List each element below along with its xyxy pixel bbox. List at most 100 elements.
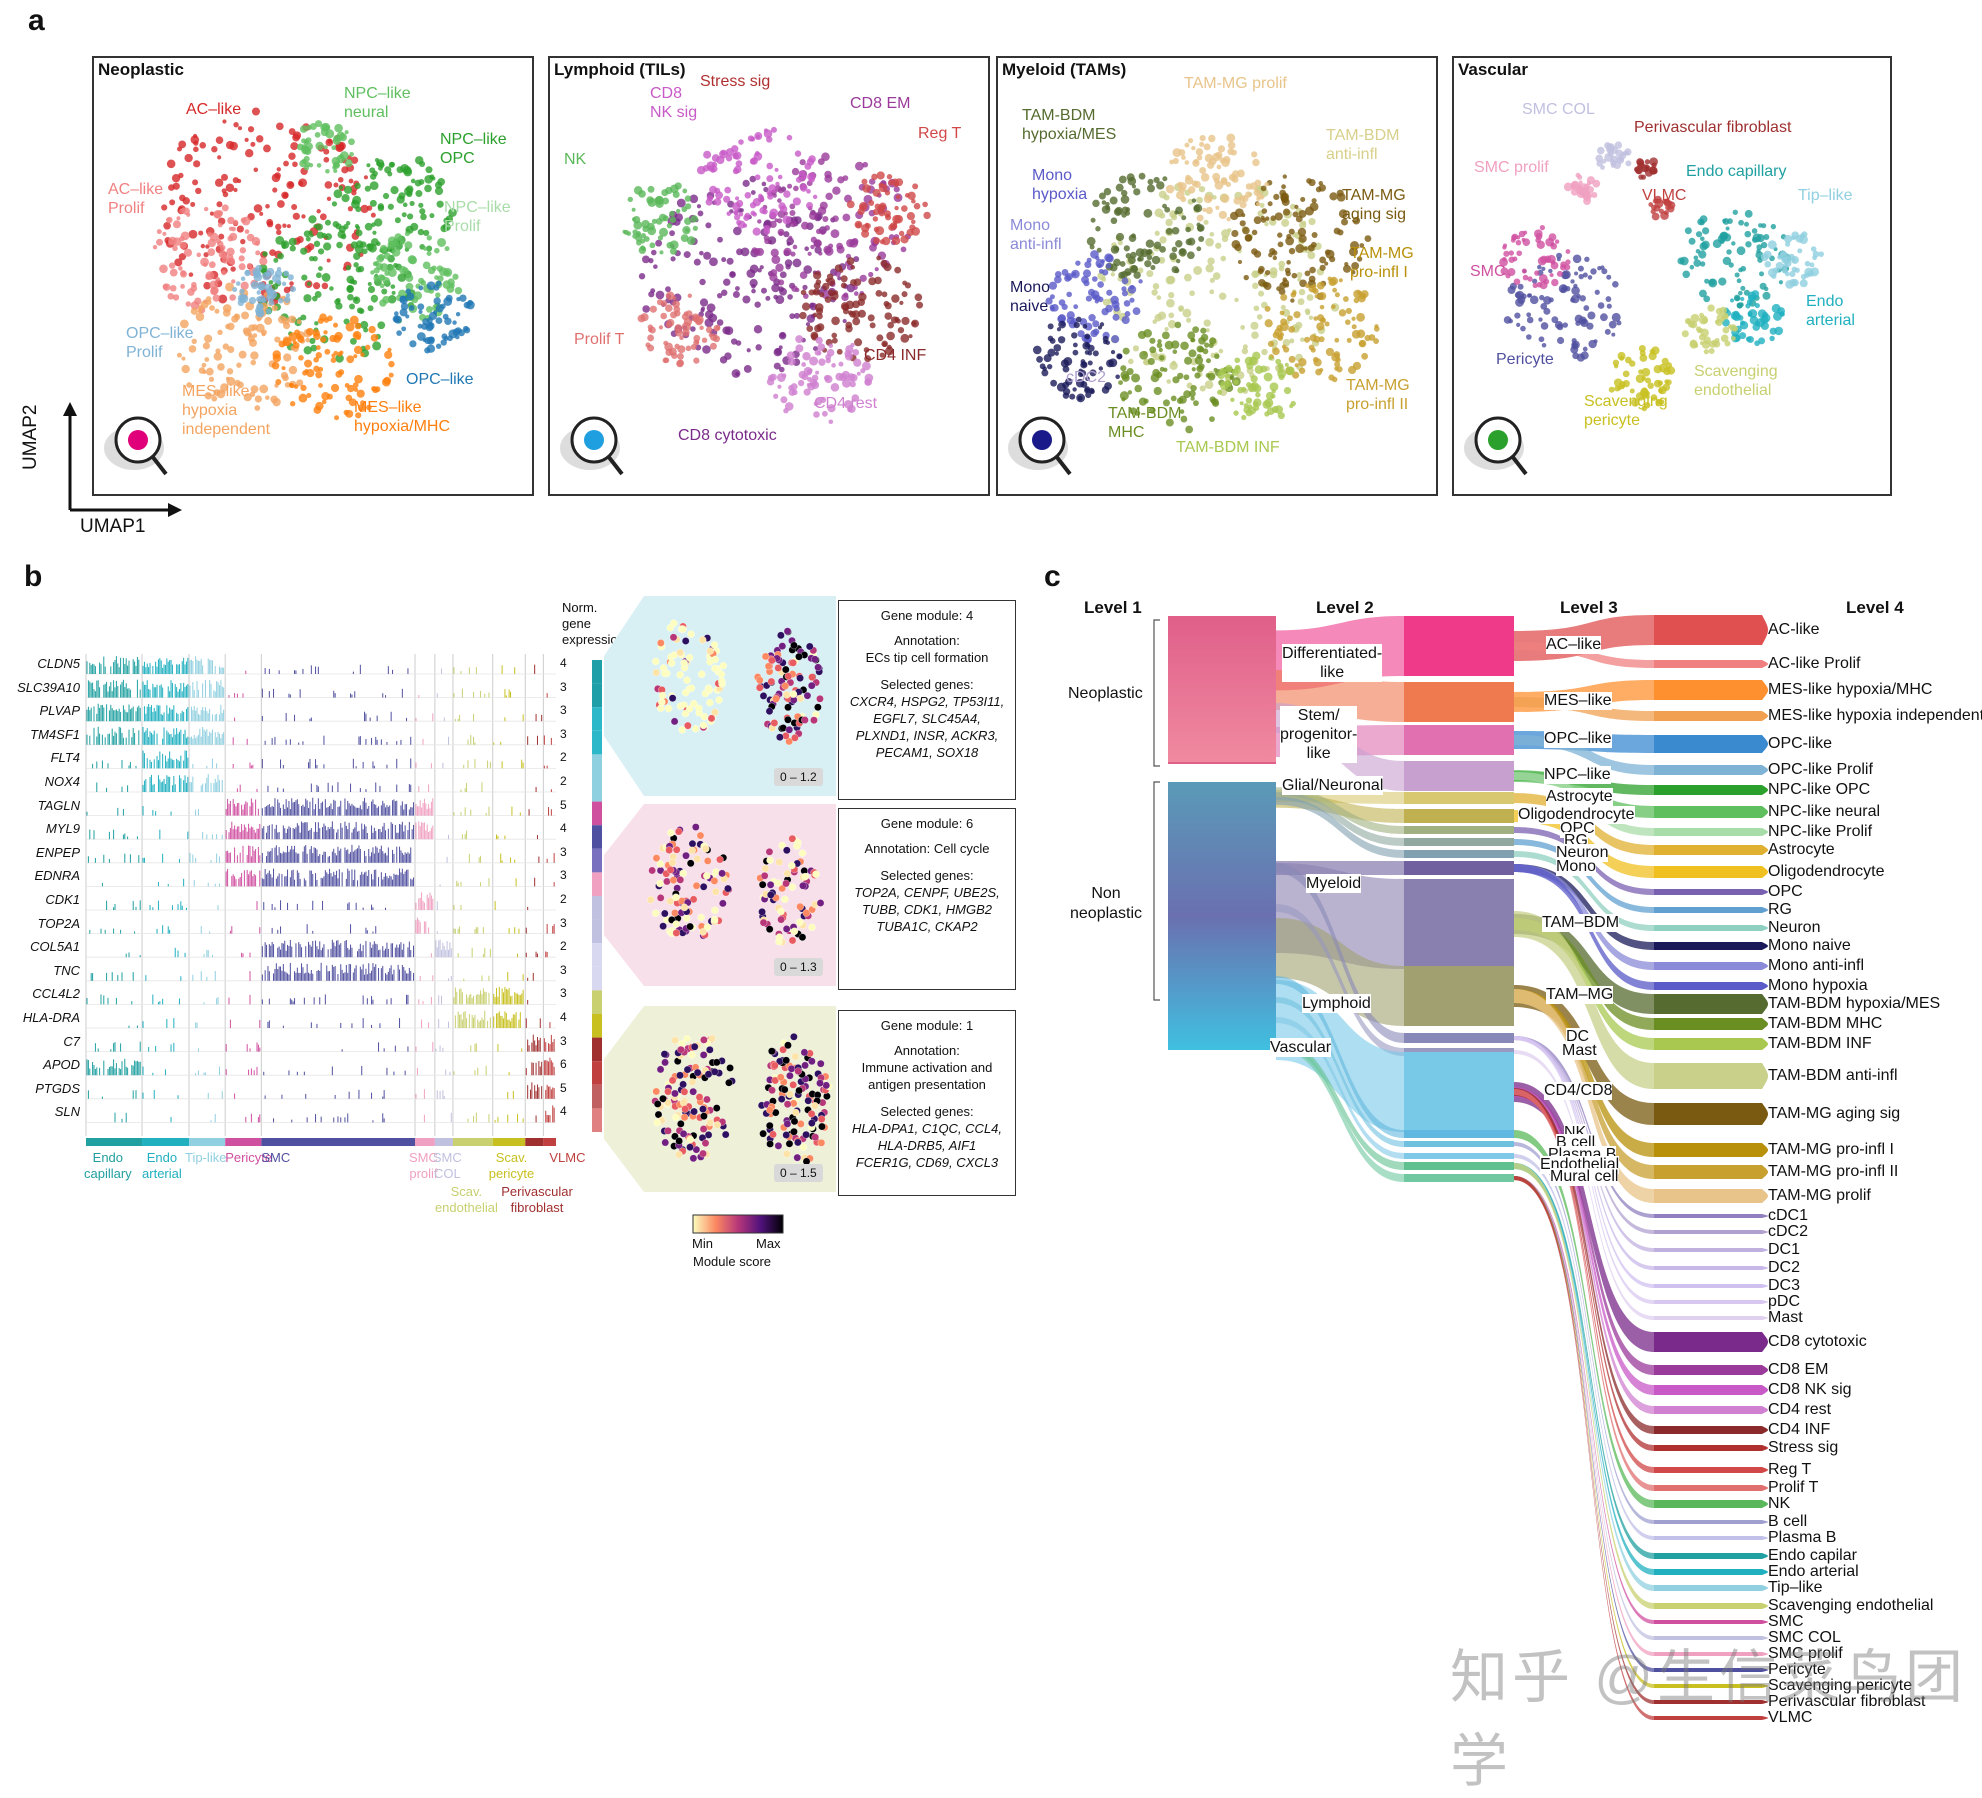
level4-node [1654, 1284, 1762, 1288]
level4-node [1654, 828, 1762, 836]
level4-label: DC1 [1768, 1242, 1800, 1258]
level4-label: Mono anti-infl [1768, 958, 1864, 974]
level4-label: RG [1768, 902, 1792, 918]
level4-label: Mast [1768, 1310, 1803, 1326]
level4-node [1654, 660, 1762, 668]
level4-node [1654, 1165, 1762, 1179]
level4-node [1654, 1103, 1762, 1125]
sankey-level-header: Level 1 [1084, 598, 1142, 618]
level3-node [1404, 966, 1514, 1026]
level4-node [1654, 982, 1762, 990]
level2-label: Vascular [1270, 1038, 1331, 1057]
level3-node [1404, 1033, 1514, 1043]
level4-node [1654, 711, 1762, 721]
level4-label: CD8 cytotoxic [1768, 1334, 1867, 1350]
level4-label: cDC1 [1768, 1208, 1808, 1224]
level4-node [1654, 1385, 1762, 1395]
level3-label: Mast [1562, 1042, 1597, 1060]
level2-label: Myeloid [1306, 874, 1361, 893]
level4-node [1654, 942, 1762, 950]
level4-node [1654, 1230, 1762, 1234]
level4-label: TAM-BDM hypoxia/MES [1768, 996, 1940, 1012]
level3-label: OPC–like [1544, 730, 1612, 748]
level2-label: Glial/Neuronal [1282, 776, 1383, 795]
level4-label: pDC [1768, 1294, 1800, 1310]
level3-label: MES–like [1544, 692, 1612, 710]
level4-label: TAM-BDM anti-infl [1768, 1068, 1898, 1084]
level4-node [1654, 866, 1762, 878]
level3-node [1404, 761, 1514, 791]
level4-label: TAM-MG pro-infl I [1768, 1142, 1894, 1158]
level4-node [1654, 785, 1762, 795]
level4-node [1654, 1316, 1762, 1320]
level4-label: TAM-MG prolif [1768, 1188, 1871, 1204]
level4-label: TAM-MG aging sig [1768, 1106, 1900, 1122]
sankey-level-header: Level 2 [1316, 598, 1374, 618]
sankey-svg [0, 0, 1982, 1744]
level4-node [1654, 1365, 1762, 1375]
level4-label: DC3 [1768, 1278, 1800, 1294]
level4-label: Reg T [1768, 1462, 1811, 1478]
level4-node [1654, 1018, 1762, 1030]
level4-node [1654, 680, 1762, 700]
level4-label: Scavenging endothelial [1768, 1598, 1933, 1614]
level4-label: OPC-like Prolif [1768, 762, 1873, 778]
level3-node [1404, 1153, 1514, 1159]
watermark-text: 知乎 @生信菜鸟团学 [1450, 1630, 1982, 1798]
level3-node [1404, 861, 1514, 875]
level4-label: NPC-like OPC [1768, 782, 1870, 798]
level4-label: MES-like hypoxia/MHC [1768, 682, 1932, 698]
level3-node [1404, 1162, 1514, 1170]
level3-label: TAM–BDM [1542, 914, 1619, 932]
level3-label: Mono [1556, 858, 1596, 876]
level4-label: MES-like hypoxia independent [1768, 708, 1982, 724]
level4-label: CD4 INF [1768, 1422, 1830, 1438]
level4-node [1654, 1620, 1762, 1624]
level4-label: TAM-BDM MHC [1768, 1016, 1882, 1032]
level4-node [1654, 1485, 1762, 1491]
level4-node [1654, 1406, 1762, 1414]
level1-label: Non neoplastic [1070, 884, 1142, 924]
sankey-level-header: Level 3 [1560, 598, 1618, 618]
level3-node [1404, 792, 1514, 804]
level3-label: CD4/CD8 [1544, 1082, 1612, 1100]
level4-node [1654, 1332, 1762, 1352]
level3-node [1404, 850, 1514, 858]
level3-node [1404, 682, 1514, 722]
level4-label: Astrocyte [1768, 842, 1835, 858]
level4-node [1654, 962, 1762, 970]
level4-label: Prolif T [1768, 1480, 1818, 1496]
level4-node [1654, 1553, 1762, 1559]
level4-node [1654, 1189, 1762, 1203]
level3-node [1404, 1052, 1514, 1132]
level4-node [1654, 1467, 1762, 1473]
level4-node [1654, 1063, 1762, 1089]
level4-node [1654, 806, 1762, 818]
level4-node [1654, 1500, 1762, 1508]
level4-node [1654, 1248, 1762, 1252]
level4-node [1654, 1569, 1762, 1575]
level4-label: B cell [1768, 1514, 1807, 1530]
level4-label: cDC2 [1768, 1224, 1808, 1240]
level4-label: AC-like Prolif [1768, 656, 1860, 672]
level4-label: Mono hypoxia [1768, 978, 1868, 994]
level4-node [1654, 1143, 1762, 1157]
level4-label: SMC [1768, 1614, 1804, 1630]
level2-label: Lymphoid [1302, 994, 1371, 1013]
level4-node [1654, 1300, 1762, 1304]
level4-label: CD8 EM [1768, 1362, 1828, 1378]
level4-label: Stress sig [1768, 1440, 1838, 1456]
level4-label: OPC [1768, 884, 1803, 900]
level4-label: Tip–like [1768, 1580, 1823, 1596]
level1-label: Neoplastic [1068, 684, 1143, 704]
level3-node [1404, 838, 1514, 846]
level4-node [1654, 1426, 1762, 1434]
level4-node [1654, 889, 1762, 895]
level4-label: Plasma B [1768, 1530, 1836, 1546]
level3-label: Mural cell [1550, 1168, 1618, 1186]
level4-label: Endo capilar [1768, 1548, 1857, 1564]
level3-node [1404, 616, 1514, 676]
level4-label: OPC-like [1768, 736, 1832, 752]
level3-label: AC–like [1546, 636, 1601, 654]
level4-node [1654, 615, 1762, 645]
